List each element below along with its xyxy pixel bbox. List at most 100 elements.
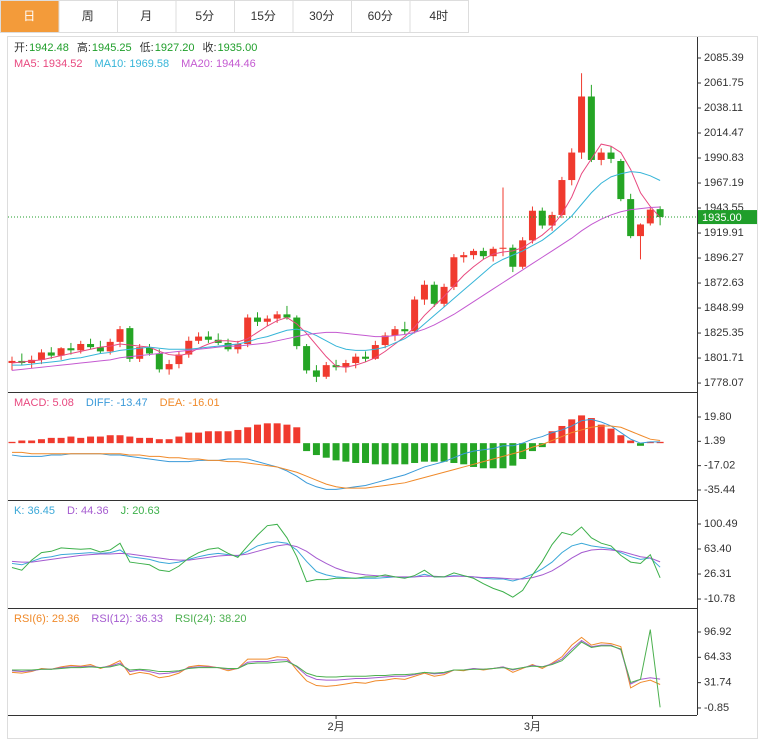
legend-entry: MACD: 5.08 (14, 397, 74, 409)
y-tick-label: -35.44 (704, 484, 735, 496)
candle-body (116, 329, 124, 342)
macd-bar (47, 437, 55, 444)
macd-bar (136, 437, 144, 444)
indicator-line (12, 171, 661, 366)
ohlc-value: 1927.20 (155, 42, 195, 54)
candle-body (519, 240, 527, 267)
candle-body (234, 343, 242, 350)
y-tick-label: 96.92 (704, 626, 732, 638)
candle-body (479, 250, 487, 257)
tab[interactable]: 日 (0, 0, 60, 33)
y-tick-label: 1825.35 (704, 327, 744, 339)
macd-bar (77, 437, 85, 444)
indicator-line (11, 523, 661, 598)
candle-body (509, 247, 517, 267)
y-tick-label: 2085.39 (704, 52, 744, 64)
macd-bar (165, 439, 173, 444)
macd-bar (332, 443, 340, 461)
y-tick-label: 1919.91 (704, 227, 744, 239)
macd-bar (538, 443, 546, 448)
candle-body (528, 210, 536, 241)
macd-bar (273, 423, 281, 444)
macd-bar (391, 443, 399, 465)
candle-body (411, 299, 419, 332)
legend-entry: DEA: -16.01 (160, 397, 220, 409)
y-tick-label: 1896.27 (704, 252, 744, 264)
macd-bar (244, 427, 252, 444)
macd-bar (371, 443, 379, 465)
tab[interactable]: 15分 (234, 0, 294, 33)
macd-bar (185, 432, 193, 444)
tab[interactable]: 4时 (409, 0, 469, 33)
candle-body (155, 353, 163, 370)
tab[interactable]: 周 (58, 0, 118, 33)
candle-body (87, 343, 95, 348)
macd-bar (195, 432, 203, 444)
candle-body (136, 347, 144, 359)
macd-bar (283, 424, 291, 444)
y-tick-label: 26.31 (704, 568, 732, 580)
macd-bar (303, 443, 311, 452)
time-label: 3月 (524, 721, 541, 733)
y-tick-label: 2061.75 (704, 77, 744, 89)
macd-bar (470, 443, 478, 467)
legend-entry: DIFF: -13.47 (86, 397, 148, 409)
macd-bar (627, 440, 635, 444)
candle-body (430, 284, 438, 304)
ohlc-value: 1935.00 (218, 42, 258, 54)
y-tick-label: 1990.83 (704, 152, 744, 164)
candle-body (470, 250, 478, 256)
y-tick-label: 19.80 (704, 411, 732, 423)
tab-box (0, 0, 60, 33)
candle-body (646, 209, 654, 224)
candle-body (37, 352, 45, 360)
macd-bar (312, 443, 320, 456)
candle-body (185, 340, 193, 355)
tab-box (58, 0, 118, 33)
candle-body (273, 314, 281, 319)
candle-body (175, 354, 183, 365)
candle-body (195, 336, 203, 341)
macd-bar (57, 437, 65, 444)
macd-bar (116, 435, 124, 444)
candle-body (8, 360, 16, 364)
candle-body (312, 370, 320, 377)
macd-bar (254, 424, 261, 444)
candle-body (627, 199, 635, 237)
macd-bar (401, 443, 409, 465)
candle-body (254, 317, 261, 322)
tab[interactable]: 月 (117, 0, 177, 33)
candle-body (214, 339, 222, 343)
tab[interactable]: 5分 (175, 0, 235, 33)
candle-body (352, 356, 360, 364)
y-tick-label: 2038.11 (704, 102, 743, 114)
y-tick-label: 1778.07 (704, 377, 744, 389)
legend-entry: MA20: 1944.46 (181, 58, 256, 70)
indicator-line (11, 639, 661, 685)
y-tick-label: -0.85 (704, 702, 729, 714)
candle-body (77, 343, 85, 351)
candle-body (381, 335, 389, 346)
legend-entry: RSI(12): 36.33 (91, 613, 163, 625)
macd-bar (607, 428, 615, 444)
tab[interactable]: 60分 (351, 0, 411, 33)
indicator-line (11, 636, 661, 689)
tab-label: 周 (82, 9, 94, 23)
legend-entry: D: 44.36 (67, 505, 109, 517)
candle-body (165, 364, 173, 370)
macd-bar (499, 443, 507, 469)
frame (7, 36, 758, 739)
tab[interactable]: 30分 (292, 0, 352, 33)
macd-bar (440, 443, 448, 462)
candle-body (578, 96, 586, 153)
candle-body (656, 209, 664, 218)
legend-entry: J: 20.63 (121, 505, 160, 517)
macd-bar (597, 424, 605, 444)
macd-bar (145, 437, 153, 444)
macd-bar (37, 439, 45, 444)
candle-body (263, 318, 271, 322)
candle-body (499, 247, 507, 249)
candle-body (96, 347, 104, 352)
tab-box (175, 0, 235, 33)
